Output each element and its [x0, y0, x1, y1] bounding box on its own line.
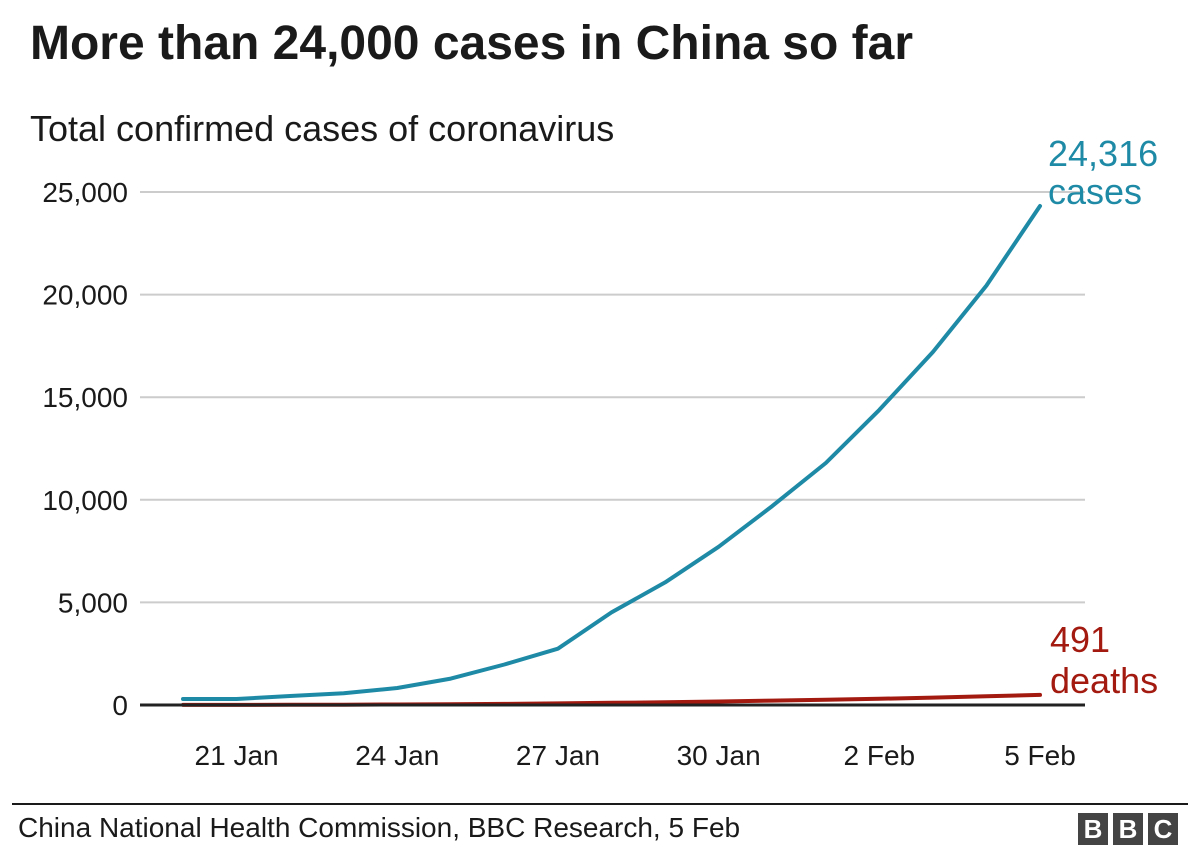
cases-end-label: cases	[1048, 171, 1142, 212]
chart-subtitle: Total confirmed cases of coronavirus	[30, 108, 615, 149]
x-tick-label: 21 Jan	[195, 740, 279, 771]
x-tick-label: 27 Jan	[516, 740, 600, 771]
x-tick-label: 2 Feb	[844, 740, 916, 771]
y-tick-label: 0	[112, 690, 128, 721]
bbc-logo: B B C	[1078, 813, 1178, 845]
y-tick-label: 10,000	[42, 485, 128, 516]
deaths-end-label: deaths	[1050, 660, 1158, 701]
deaths-end-label: 491	[1050, 619, 1110, 660]
y-tick-label: 25,000	[42, 177, 128, 208]
y-tick-label: 5,000	[58, 587, 128, 618]
bbc-logo-letter: B	[1078, 813, 1108, 845]
chart-title: More than 24,000 cases in China so far	[30, 17, 914, 70]
x-tick-label: 5 Feb	[1004, 740, 1076, 771]
y-tick-label: 15,000	[42, 382, 128, 413]
bbc-logo-letter: B	[1113, 813, 1143, 845]
cases-series-line	[181, 204, 1042, 701]
x-tick-label: 30 Jan	[677, 740, 761, 771]
source-note: China National Health Commission, BBC Re…	[18, 812, 741, 843]
line-chart: 0 5,000 10,000 15,000 20,000 25,000 21 Jan 24 J…	[42, 133, 1158, 771]
cases-end-label: 24,316	[1048, 133, 1158, 174]
y-tick-label: 20,000	[42, 280, 128, 311]
bbc-logo-letter: C	[1148, 813, 1178, 845]
x-tick-label: 24 Jan	[355, 740, 439, 771]
footer-divider	[12, 803, 1188, 805]
